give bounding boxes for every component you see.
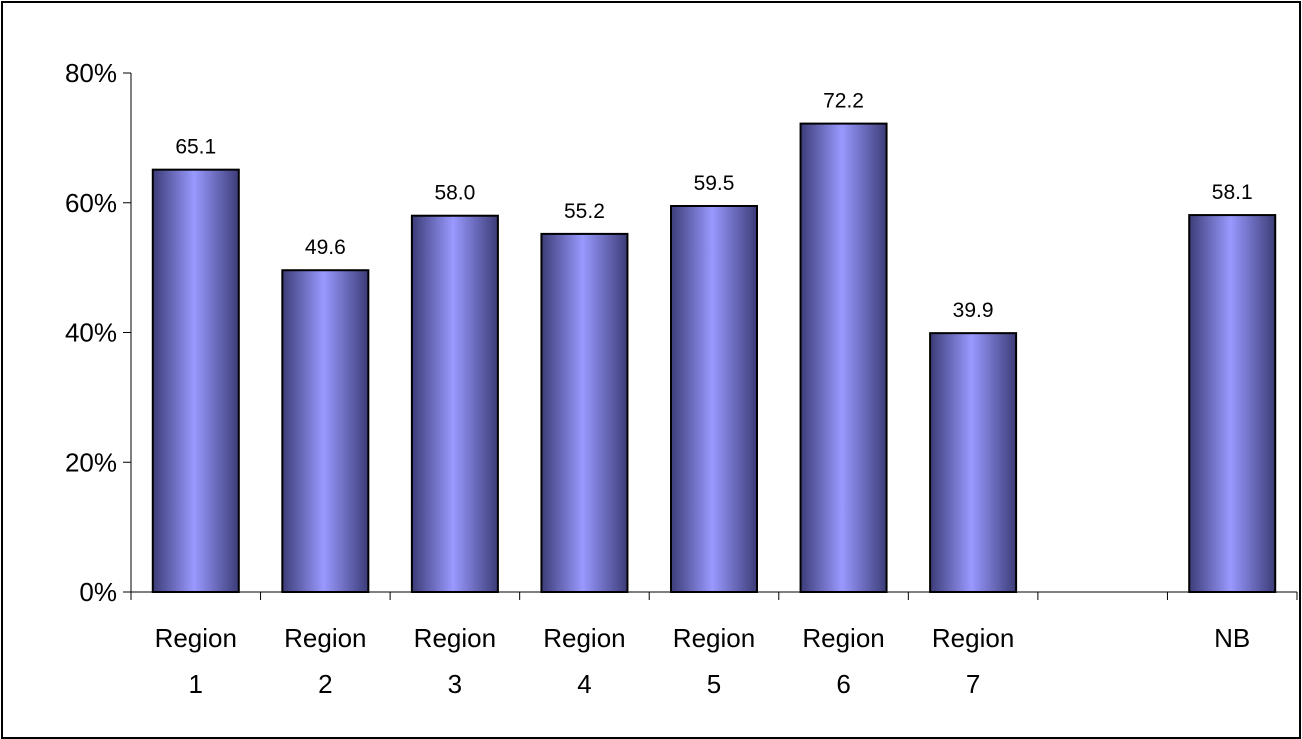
bar [410,214,499,593]
x-category-label: 1 [189,669,203,699]
data-label: 58.1 [1212,181,1253,204]
data-label: 58.0 [434,182,475,205]
data-label: 59.5 [694,172,735,195]
x-category-label: 3 [448,669,462,699]
bar [929,332,1018,593]
bar [281,269,370,593]
x-category-label: Region [673,623,755,653]
x-category-label: Region [155,623,237,653]
data-label: 49.6 [305,236,346,259]
data-label: 72.2 [823,90,864,113]
x-category-label: 2 [318,669,332,699]
x-category-label: 6 [836,669,850,699]
y-tick-label: 0% [79,577,117,607]
data-label: 55.2 [564,200,605,223]
x-category-label: Region [284,623,366,653]
x-category-label: Region [543,623,625,653]
x-category-label: Region [802,623,884,653]
bar-chart: 0% 20% 40% 60% 80% 65.1 Region 1 49.6 Region 2 58.0… [65,58,1298,699]
x-category-label: Region [932,623,1014,653]
bar [151,168,240,593]
bar [670,204,758,593]
y-tick-label: 20% [65,447,117,477]
bar [799,122,888,593]
y-tick-label: 60% [65,188,117,218]
y-tick-label: 80% [65,58,117,88]
data-label: 39.9 [953,299,994,322]
x-category-label: NB [1214,623,1250,653]
x-category-label: 7 [966,669,980,699]
x-category-label: 4 [577,669,591,699]
x-category-label: Region [414,623,496,653]
y-tick-label: 40% [65,318,117,348]
bar [1188,214,1277,593]
bar [540,232,629,593]
x-category-label: 5 [707,669,721,699]
data-label: 65.1 [175,136,216,159]
